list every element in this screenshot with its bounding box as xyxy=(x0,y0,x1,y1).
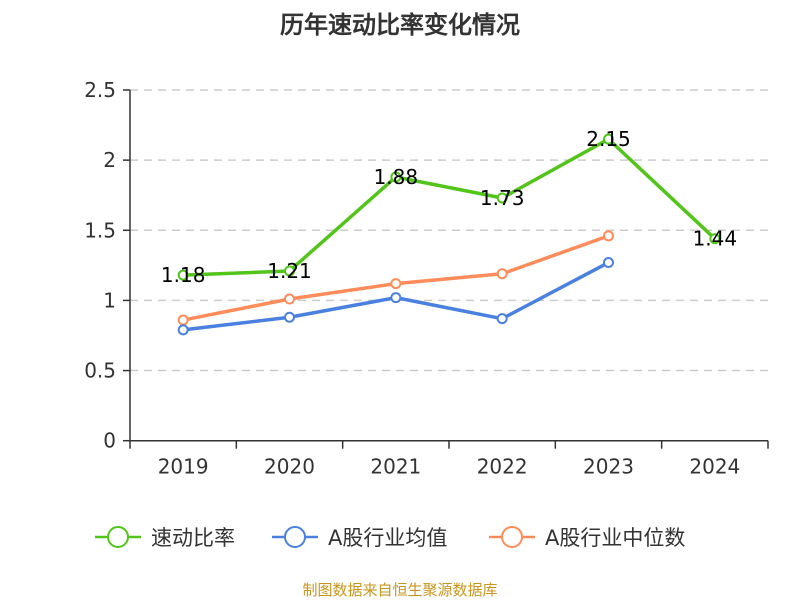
legend-circle-icon xyxy=(107,526,129,548)
data-point xyxy=(177,324,189,336)
x-tick-label: 2023 xyxy=(583,455,634,479)
data-point xyxy=(603,133,614,145)
data-label: 1.44 xyxy=(693,227,738,251)
legend-item[interactable]: A股行业均值 xyxy=(272,526,447,550)
data-point xyxy=(496,192,508,204)
legend-item[interactable]: 速动比率 xyxy=(95,526,235,550)
data-point xyxy=(496,268,508,280)
data-point xyxy=(709,233,721,245)
legend-circle-icon xyxy=(501,526,523,548)
legend-label: A股行业中位数 xyxy=(545,526,685,550)
data-point xyxy=(177,314,189,326)
series-line xyxy=(182,234,610,322)
data-point xyxy=(390,292,402,304)
x-tick-label: 2019 xyxy=(158,455,209,479)
data-point xyxy=(390,278,402,290)
data-point xyxy=(284,293,295,305)
y-tick-label: 0.5 xyxy=(84,359,116,383)
x-tick-label: 2022 xyxy=(477,455,528,479)
legend-circle-icon xyxy=(284,526,306,548)
series-line xyxy=(183,137,717,277)
y-tick-label: 2 xyxy=(103,148,116,172)
data-label: 1.21 xyxy=(267,259,312,283)
data-point xyxy=(284,311,295,323)
data-label: 1.18 xyxy=(161,263,206,287)
x-tick-label: 2021 xyxy=(370,455,421,479)
source-note: 制图数据来自恒生聚源数据库 xyxy=(302,581,497,599)
legend-label: 速动比率 xyxy=(151,526,235,550)
data-point xyxy=(603,230,614,242)
data-point xyxy=(496,313,508,325)
x-tick-label: 2024 xyxy=(689,455,740,479)
y-tick-label: 1.5 xyxy=(84,218,116,242)
data-point xyxy=(177,269,189,281)
data-point xyxy=(390,171,402,183)
legend-item[interactable]: A股行业中位数 xyxy=(489,526,685,550)
data-label: 1.88 xyxy=(374,165,419,189)
y-tick-label: 1 xyxy=(103,288,116,312)
data-label: 1.73 xyxy=(480,186,525,210)
chart-title: 历年速动比率变化情况 xyxy=(280,11,520,39)
data-point xyxy=(284,265,295,277)
data-label: 2.15 xyxy=(586,127,631,151)
data-point xyxy=(603,257,614,269)
y-tick-label: 0 xyxy=(103,429,116,453)
legend-label: A股行业均值 xyxy=(328,526,447,550)
x-tick-label: 2020 xyxy=(264,455,315,479)
y-tick-label: 2.5 xyxy=(84,78,116,102)
